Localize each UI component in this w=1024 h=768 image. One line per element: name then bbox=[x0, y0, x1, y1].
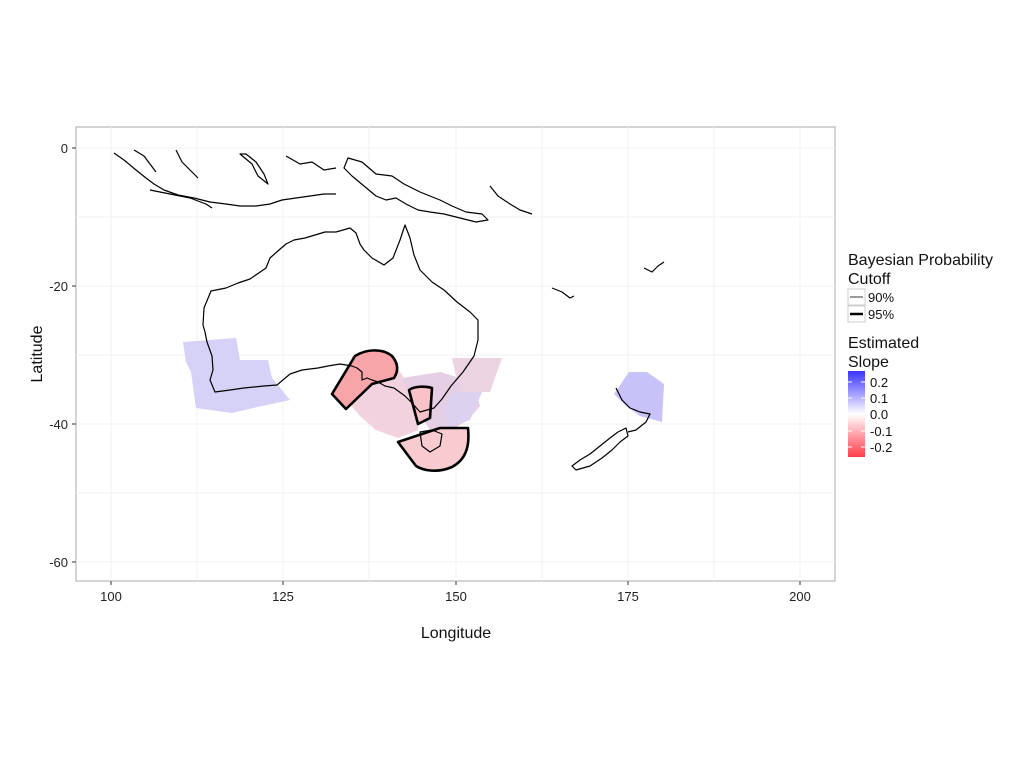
coast-islands-6 bbox=[489, 185, 533, 215]
coast-islands-2 bbox=[239, 153, 269, 185]
x-tick-label: 100 bbox=[100, 589, 122, 604]
x-tick-labels: 100 125 150 175 200 bbox=[100, 589, 811, 604]
region-tasman bbox=[444, 392, 482, 428]
y-tick-label: 0 bbox=[61, 141, 68, 156]
x-axis-title: Longitude bbox=[421, 625, 491, 642]
slope-label: 0.0 bbox=[870, 407, 888, 422]
y-tick-labels: 0 -20 -40 -60 bbox=[49, 141, 68, 570]
x-tick-label: 200 bbox=[789, 589, 811, 604]
region-bass-strait-95 bbox=[407, 385, 434, 426]
coast-nz-south bbox=[571, 427, 629, 471]
legend-slope-title: Estimated bbox=[848, 335, 919, 352]
legend-label-90: 90% bbox=[868, 290, 894, 305]
slope-label: 0.1 bbox=[870, 391, 888, 406]
legend-cutoff: Bayesian Probability Cutoff 90% 95% bbox=[847, 252, 993, 323]
x-tick-label: 150 bbox=[445, 589, 467, 604]
coast-tasmania bbox=[419, 429, 443, 453]
coast-australia bbox=[202, 224, 479, 413]
coast-new-guinea bbox=[343, 157, 489, 223]
slope-label: 0.2 bbox=[870, 375, 888, 390]
coast-islands-4 bbox=[133, 149, 157, 173]
y-tick-label: -60 bbox=[49, 555, 68, 570]
slope-regions bbox=[183, 338, 664, 472]
y-tick-label: -40 bbox=[49, 417, 68, 432]
x-tick-label: 175 bbox=[617, 589, 639, 604]
region-nz-north bbox=[614, 372, 664, 422]
legend-slope: Estimated Slope 0.2 0.1 0.0 -0.1 -0.2 bbox=[848, 335, 919, 457]
region-nsw-coast bbox=[452, 358, 502, 392]
legend-slope-title-2: Slope bbox=[848, 354, 889, 371]
coast-borneo-sumatra bbox=[113, 152, 336, 207]
region-tasmania-95 bbox=[396, 426, 470, 472]
y-tick-label: -20 bbox=[49, 279, 68, 294]
region-bight-95 bbox=[330, 349, 399, 411]
coast-islands-1 bbox=[149, 189, 213, 209]
axis-ticks bbox=[72, 147, 801, 585]
coast-nz-north bbox=[615, 387, 651, 433]
legend-cutoff-title-2: Cutoff bbox=[848, 271, 891, 288]
coast-islands-5 bbox=[175, 149, 199, 179]
legend-label-95: 95% bbox=[868, 307, 894, 322]
coast-islands-3 bbox=[285, 155, 337, 171]
slope-label: -0.1 bbox=[870, 424, 892, 439]
y-axis-title: Latitude bbox=[29, 325, 46, 382]
coast-new-caledonia bbox=[643, 261, 665, 273]
coast-islands-7 bbox=[551, 287, 575, 299]
coastlines bbox=[113, 149, 665, 471]
x-tick-label: 125 bbox=[272, 589, 294, 604]
region-sw-australia bbox=[183, 338, 290, 413]
slope-label: -0.2 bbox=[870, 440, 892, 455]
slope-colorbar bbox=[848, 371, 865, 457]
legend-cutoff-title: Bayesian Probability bbox=[848, 252, 993, 269]
